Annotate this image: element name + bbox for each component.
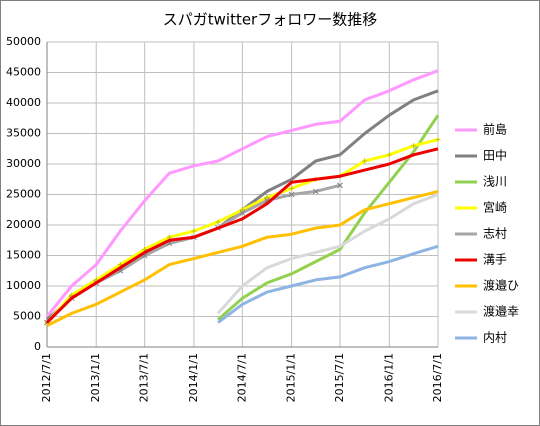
series-marker	[435, 137, 441, 143]
legend-label: 渡邉ひ	[483, 278, 519, 293]
legend-label: 志村	[483, 227, 507, 241]
series-line	[46, 189, 439, 327]
series-marker	[289, 185, 295, 191]
x-tick-label: 2015/7/1	[333, 353, 346, 402]
y-tick-label: 15000	[6, 249, 41, 262]
series-line	[45, 69, 439, 318]
x-tick-label: 2013/1/1	[89, 353, 102, 402]
y-tick-label: 10000	[6, 279, 41, 292]
series-marker	[386, 152, 392, 158]
y-tick-label: 45000	[6, 66, 41, 79]
series-line	[217, 114, 440, 321]
legend-label: 浅川	[483, 175, 507, 189]
legend-label: 渡邉幸	[483, 304, 519, 319]
series-marker	[239, 209, 246, 216]
x-tick-label: 2014/7/1	[235, 353, 248, 402]
y-tick-label: 20000	[6, 218, 41, 231]
x-tick-label: 2012/7/1	[40, 353, 53, 402]
legend-label: 前島	[483, 122, 507, 137]
y-tick-label: 50000	[6, 35, 41, 48]
y-tick-label: 30000	[6, 157, 41, 170]
y-tick-label: 0	[34, 340, 41, 353]
series-line	[216, 193, 439, 315]
series-marker	[312, 188, 319, 195]
series-marker	[411, 143, 417, 149]
x-tick-label: 2015/1/1	[285, 353, 298, 402]
x-tick-label: 2014/1/1	[187, 353, 200, 402]
legend-label: 宮崎	[483, 200, 507, 215]
x-tick-label: 2013/7/1	[138, 353, 151, 402]
x-tick-label: 2016/7/1	[431, 353, 444, 402]
legend-label: 内村	[483, 331, 507, 345]
series-marker	[362, 158, 368, 164]
series-marker	[288, 191, 295, 198]
chart-title: スパガtwitterフォロワー数推移	[163, 11, 377, 29]
series-marker	[215, 219, 221, 225]
series-line	[217, 244, 439, 324]
series-line	[45, 147, 439, 324]
y-tick-label: 40000	[6, 96, 41, 109]
y-tick-label: 35000	[6, 127, 41, 140]
series-marker	[337, 182, 343, 189]
legend-label: 溝手	[483, 253, 507, 267]
x-tick-label: 2016/1/1	[382, 353, 395, 402]
series-marker	[191, 228, 197, 234]
legend-label: 田中	[483, 148, 507, 163]
y-tick-label: 5000	[13, 310, 41, 323]
y-tick-label: 25000	[6, 188, 41, 201]
